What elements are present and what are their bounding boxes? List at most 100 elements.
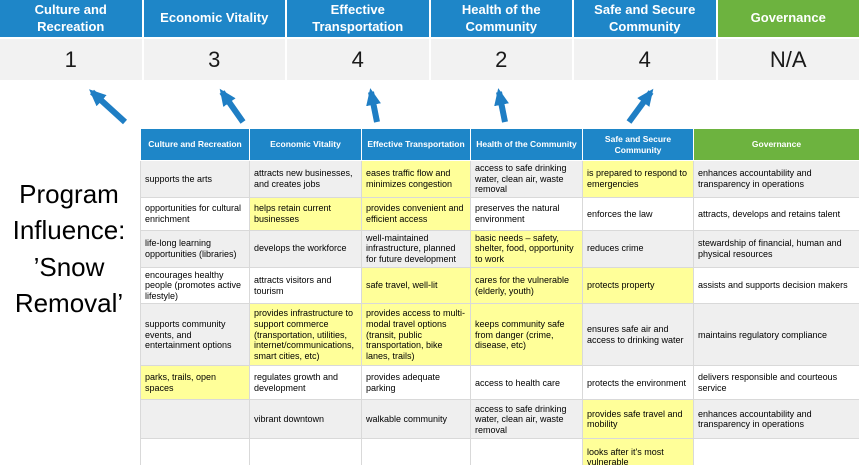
matrix-cell: is prepared to respond to emergencies: [582, 160, 694, 198]
matrix-cell: access to safe drinking water, clean air…: [470, 399, 583, 440]
banner-header-label: Culture and: [34, 2, 107, 18]
matrix-cell: eases traffic flow and minimizes congest…: [361, 160, 471, 198]
matrix-cell: regulates growth and development: [249, 365, 362, 401]
matrix-cell: [470, 438, 583, 465]
matrix-cell: supports the arts: [140, 160, 250, 198]
banner-header: Economic Vitality: [143, 0, 285, 37]
matrix-header-cell: Health of the Community: [470, 128, 583, 161]
arrow-culture-icon: [89, 89, 128, 125]
matrix-cell: walkable community: [361, 399, 471, 440]
banner-column: Economic Vitality 3: [143, 0, 285, 80]
matrix-row: supports community events, and entertain…: [140, 303, 859, 367]
matrix-cell: provides safe travel and mobility: [582, 399, 694, 440]
banner-header: Governance: [717, 0, 859, 37]
matrix-header-cell: Safe and Secure Community: [582, 128, 694, 161]
banner-column: Culture and Recreation 1: [0, 0, 142, 80]
matrix-cell: looks after it's most vulnerable: [582, 438, 694, 465]
matrix-cell: helps retain current businesses: [249, 196, 362, 231]
matrix-cell: opportunities for cultural enrichment: [140, 196, 250, 231]
program-title-line: ’Snow: [33, 251, 105, 282]
matrix-cell: parks, trails, open spaces: [140, 365, 250, 401]
matrix-cell: vibrant downtown: [249, 399, 362, 440]
banner-score: 4: [287, 39, 429, 80]
matrix-cell: delivers responsible and courteous servi…: [693, 365, 859, 401]
matrix-cell: keeps community safe from danger (crime,…: [470, 303, 583, 367]
matrix-row: encourages healthy people (promotes acti…: [140, 266, 859, 305]
matrix-cell: reduces crime: [582, 229, 694, 268]
matrix-header-label: Health of the Community: [476, 139, 577, 150]
matrix-row: looks after it's most vulnerable: [140, 438, 859, 465]
matrix-header-cell: Governance: [693, 128, 859, 161]
matrix-cell: supports community events, and entertain…: [140, 303, 250, 367]
matrix-cell: provides convenient and efficient access: [361, 196, 471, 231]
arrow-economic-icon: [219, 88, 246, 124]
matrix-cell: enhances accountability and transparency…: [693, 399, 859, 440]
arrow-safe-icon: [626, 88, 654, 124]
matrix-cell: well-maintained infrastructure, planned …: [361, 229, 471, 268]
banner-header-label: Effective: [330, 2, 385, 18]
matrix-cell: [140, 438, 250, 465]
influence-arrows: [89, 88, 654, 125]
matrix-row: supports the arts attracts new businesses…: [140, 160, 859, 198]
banner-header: Safe and Secure Community: [574, 0, 716, 37]
banner-header: Effective Transportation: [287, 0, 429, 37]
banner-score: 1: [0, 39, 142, 80]
banner-column: Governance N/A: [717, 0, 859, 80]
arrow-health-icon: [494, 88, 509, 123]
matrix-cell: preserves the natural environment: [470, 196, 583, 231]
arrow-transportation-icon: [366, 88, 381, 123]
matrix-cell: safe travel, well-lit: [361, 266, 471, 305]
banner-score: 3: [143, 39, 285, 80]
matrix-header-label: Governance: [751, 139, 802, 150]
matrix-cell: ensures safe air and access to drinking …: [582, 303, 694, 367]
banner-header-label: Health of the: [461, 2, 541, 18]
matrix-header-label: Safe and Secure: [604, 133, 672, 144]
matrix-cell: life-long learning opportunities (librar…: [140, 229, 250, 268]
banner-score: N/A: [717, 39, 859, 80]
matrix-cell: [693, 438, 859, 465]
matrix-cell: encourages healthy people (promotes acti…: [140, 266, 250, 305]
banner-score: 4: [574, 39, 716, 80]
matrix-header-label: Culture and Recreation: [148, 139, 242, 150]
banner-header: Culture and Recreation: [0, 0, 142, 37]
matrix-header-cell: Economic Vitality: [249, 128, 362, 161]
banner-header-label: Economic Vitality: [160, 10, 269, 26]
matrix-cell: provides infrastructure to support comme…: [249, 303, 362, 367]
influence-matrix: Culture and Recreation Economic Vitality E…: [140, 128, 859, 465]
banner-column: Safe and Secure Community 4: [574, 0, 716, 80]
matrix-cell: access to health care: [470, 365, 583, 401]
banner-header-label: Safe and Secure: [594, 2, 696, 18]
banner-header-label: Recreation: [37, 18, 105, 34]
matrix-cell: basic needs – safety, shelter, food, opp…: [470, 229, 583, 268]
matrix-cell: maintains regulatory compliance: [693, 303, 859, 367]
matrix-cell: protects property: [582, 266, 694, 305]
matrix-cell: enforces the law: [582, 196, 694, 231]
matrix-cell: [140, 399, 250, 440]
matrix-header-label: Economic Vitality: [270, 139, 341, 150]
matrix-header-label: Effective Transportation: [367, 139, 465, 150]
matrix-cell: access to safe drinking water, clean air…: [470, 160, 583, 198]
banner: Culture and Recreation 1 Economic Vitality 3…: [0, 0, 859, 80]
matrix-header-row: Culture and Recreation Economic Vitality E…: [140, 128, 859, 161]
matrix-cell: cares for the vulnerable (elderly, youth…: [470, 266, 583, 305]
program-title-line: Removal’: [14, 288, 124, 319]
matrix-cell: [249, 438, 362, 465]
matrix-header-cell: Effective Transportation: [361, 128, 471, 161]
matrix-row: opportunities for cultural enrichment hel…: [140, 196, 859, 231]
program-title-line: Influence:: [12, 215, 126, 246]
banner-score: 2: [430, 39, 572, 80]
matrix-cell: [361, 438, 471, 465]
matrix-body: supports the arts attracts new businesses…: [140, 160, 859, 465]
matrix-row: life-long learning opportunities (librar…: [140, 229, 859, 268]
banner-header: Health of the Community: [430, 0, 572, 37]
banner-column: Health of the Community 2: [430, 0, 572, 80]
banner-header-label: Community: [465, 18, 538, 34]
matrix-cell: attracts new businesses, and creates job…: [249, 160, 362, 198]
banner-header-label: Governance: [750, 10, 826, 26]
banner-header-label: Community: [609, 18, 681, 34]
matrix-row: vibrant downtown walkable community access…: [140, 399, 859, 440]
matrix-cell: provides access to multi-modal travel op…: [361, 303, 471, 367]
matrix-cell: protects the environment: [582, 365, 694, 401]
banner-header-label: Transportation: [312, 18, 404, 34]
